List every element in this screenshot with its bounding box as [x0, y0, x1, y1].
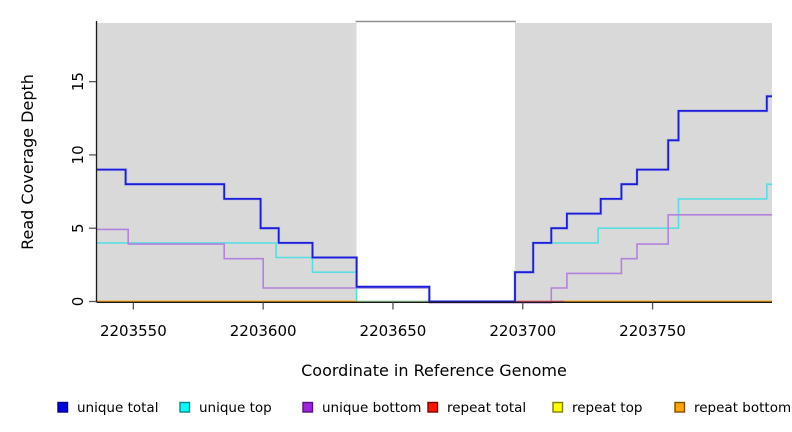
legend-label: repeat top	[572, 400, 642, 416]
legend-item: repeat total	[427, 400, 526, 416]
x-tick-label: 2203550	[100, 322, 167, 340]
plot-background-regions	[97, 20, 772, 302]
region-covered-left	[97, 23, 357, 302]
x-tick-label: 2203650	[360, 322, 427, 340]
region-covered-right	[514, 23, 772, 302]
legend-item: unique bottom	[302, 400, 421, 416]
legend-swatch-unique-bottom	[302, 401, 314, 413]
legend-swatch-unique-total	[57, 401, 69, 413]
legend-label: repeat bottom	[694, 400, 791, 416]
y-tick-label: 10	[69, 145, 87, 164]
legend-item: unique top	[179, 400, 272, 416]
legend-item: unique total	[57, 400, 158, 416]
legend-label: unique top	[199, 400, 272, 416]
tick-marks-and-labels: 2203550 2203600 2203650 2203700 2203750 0 5 10 1…	[69, 72, 686, 340]
legend-label: repeat total	[447, 400, 526, 416]
series-line-unique-bottom	[97, 214, 772, 304]
axes	[95, 21, 772, 303]
x-axis-title: Coordinate in Reference Genome	[301, 361, 567, 380]
legend-swatch-repeat-bottom	[674, 401, 686, 413]
x-tick-label: 2203700	[489, 322, 556, 340]
series-group-unique-bottom	[97, 214, 772, 304]
legend-swatch-repeat-top	[552, 401, 564, 413]
legend-swatch-unique-top	[179, 401, 191, 413]
legend-item: repeat top	[552, 400, 642, 416]
x-tick-label: 2203600	[230, 322, 297, 340]
x-tick-label: 2203750	[619, 322, 686, 340]
legend: unique total unique top unique bottom repea…	[57, 400, 791, 416]
y-tick-label: 0	[69, 297, 87, 307]
region-uncovered-gap	[356, 23, 515, 302]
series-line-unique-total	[97, 95, 772, 303]
y-tick-label: 15	[69, 72, 87, 91]
series-lines	[97, 94, 772, 304]
legend-label: unique total	[77, 400, 158, 416]
legend-swatch-repeat-total	[427, 401, 439, 413]
legend-item: repeat bottom	[674, 400, 791, 416]
y-axis-title: Read Coverage Depth	[18, 74, 37, 250]
y-tick-label: 5	[69, 223, 87, 233]
legend-label: unique bottom	[322, 400, 421, 416]
